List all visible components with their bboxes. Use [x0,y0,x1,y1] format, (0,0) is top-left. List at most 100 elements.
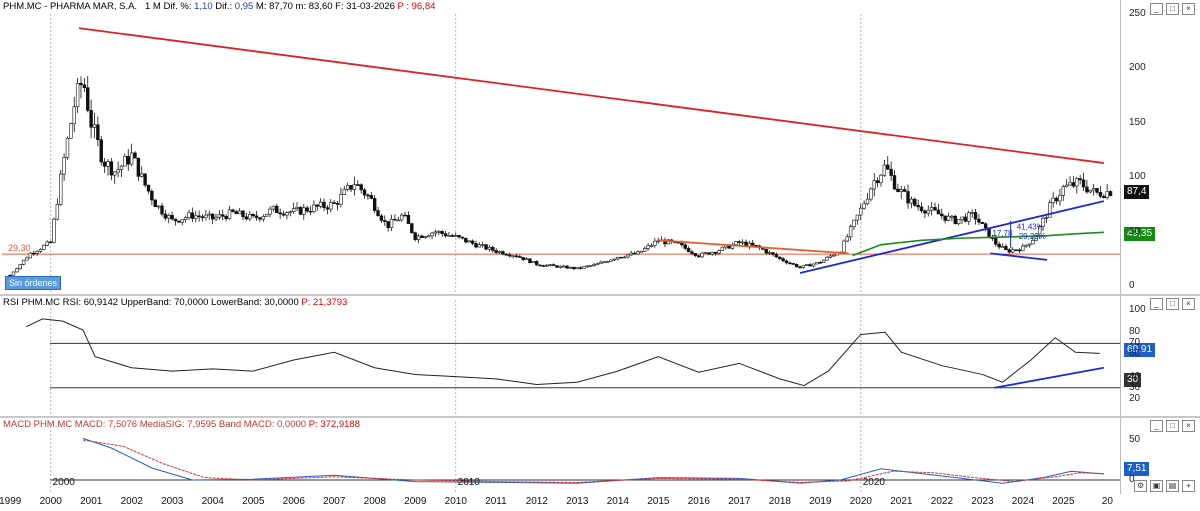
close-icon[interactable]: × [1182,3,1195,15]
measure-annotation: 29,29% [1019,232,1046,241]
candle-body [568,266,573,269]
candle-body [21,259,26,265]
candle-body [457,235,461,238]
x-tick-label: 2010 [444,496,467,507]
candle-body [177,220,181,223]
minimize-icon[interactable]: _ [1150,3,1163,15]
candle-body [376,210,380,217]
candle-body [315,204,319,207]
candle-body [420,235,424,239]
support-label: 29,30 [8,243,31,253]
candle-body [460,236,465,239]
candle-body [372,198,377,211]
settings-icon[interactable]: ⚙ [1134,480,1147,492]
zoom-icon[interactable]: + [1182,480,1195,492]
candle-body [173,218,178,222]
candle-body [1048,202,1052,218]
candle-body [1058,194,1062,202]
candle-body [852,219,856,227]
candle-body [79,82,83,86]
candle-body [933,207,937,211]
price-header: PHM.MC - PHARMA MAR, S.A. 1 M Dif. %: 1,… [3,1,436,12]
candle-body [551,264,556,266]
axis-tick-label: 50 [1129,225,1141,237]
candle-body [751,242,755,246]
orders-badge[interactable]: Sin órdenes [5,276,62,290]
candle-body [636,251,640,255]
candle-body [713,252,718,254]
candle-body [11,271,16,276]
candle-body [1054,197,1059,202]
candle-body [113,171,117,176]
candle-body [470,240,475,244]
candle-body [518,256,522,258]
x-tick-label: 2001 [80,496,103,507]
candle-body [72,106,76,125]
candle-body [960,216,964,220]
candle-body [389,218,394,228]
candle-body [248,213,252,220]
candle-body [410,223,414,233]
panel-divider[interactable] [0,416,1200,418]
x-tick-label: 2003 [161,496,184,507]
candle-body [123,156,127,167]
candle-body [241,210,245,218]
candle-body [1081,179,1086,188]
candle-body [491,246,495,251]
candle-body [710,252,714,255]
candle-body [788,262,792,265]
candle-body [474,243,478,248]
minimize-icon[interactable]: _ [1150,420,1163,432]
candle-body [693,253,698,256]
minimize-icon[interactable]: _ [1150,298,1163,310]
candle-body [784,260,789,264]
candle-body [794,263,799,268]
candle-body [609,259,613,262]
rsi-value-tag: 60,91 [1124,343,1156,357]
x-tick-label: 2009 [404,496,427,507]
candle-body [96,124,100,141]
candle-body [997,243,1001,248]
save-icon[interactable]: ▣ [1150,480,1163,492]
candle-body [1108,191,1113,196]
candle-body [983,223,988,229]
close-icon[interactable]: × [1182,420,1195,432]
candle-body [1088,189,1092,193]
candle-body [261,216,265,220]
candle-body [308,210,313,213]
decade-label: 2020 [862,477,885,488]
candle-body [680,242,684,246]
candle-body [305,207,309,212]
candle-body [950,215,954,218]
candle-body [697,255,701,258]
candle-body [437,231,441,233]
candle-body [1095,188,1099,193]
candle-body [973,212,978,220]
candle-body [686,248,691,253]
rsi-panel: RSI PHM.MC RSI: 60,9142 UpperBand: 70,00… [0,296,1200,416]
close-icon[interactable]: × [1182,298,1195,310]
candle-body [882,164,887,176]
maximize-icon[interactable]: □ [1166,420,1179,432]
candle-body [1075,178,1079,187]
candle-body [65,137,70,158]
candle-body [919,206,924,212]
print-icon[interactable]: ▤ [1166,480,1179,492]
candle-body [565,265,569,269]
candle-body [845,236,849,242]
candle-body [629,252,633,256]
candle-body [1004,246,1008,250]
candle-body [578,267,583,269]
candle-body [200,216,205,219]
candle-body [582,266,586,269]
maximize-icon[interactable]: □ [1166,298,1179,310]
maximize-icon[interactable]: □ [1166,3,1179,15]
x-tick-label: 2025 [1052,496,1075,507]
candle-body [318,201,323,207]
candle-body [75,82,80,107]
candle-body [183,217,188,220]
candle-body [362,189,367,196]
candle-body [59,173,63,205]
panel-divider[interactable] [0,294,1200,296]
